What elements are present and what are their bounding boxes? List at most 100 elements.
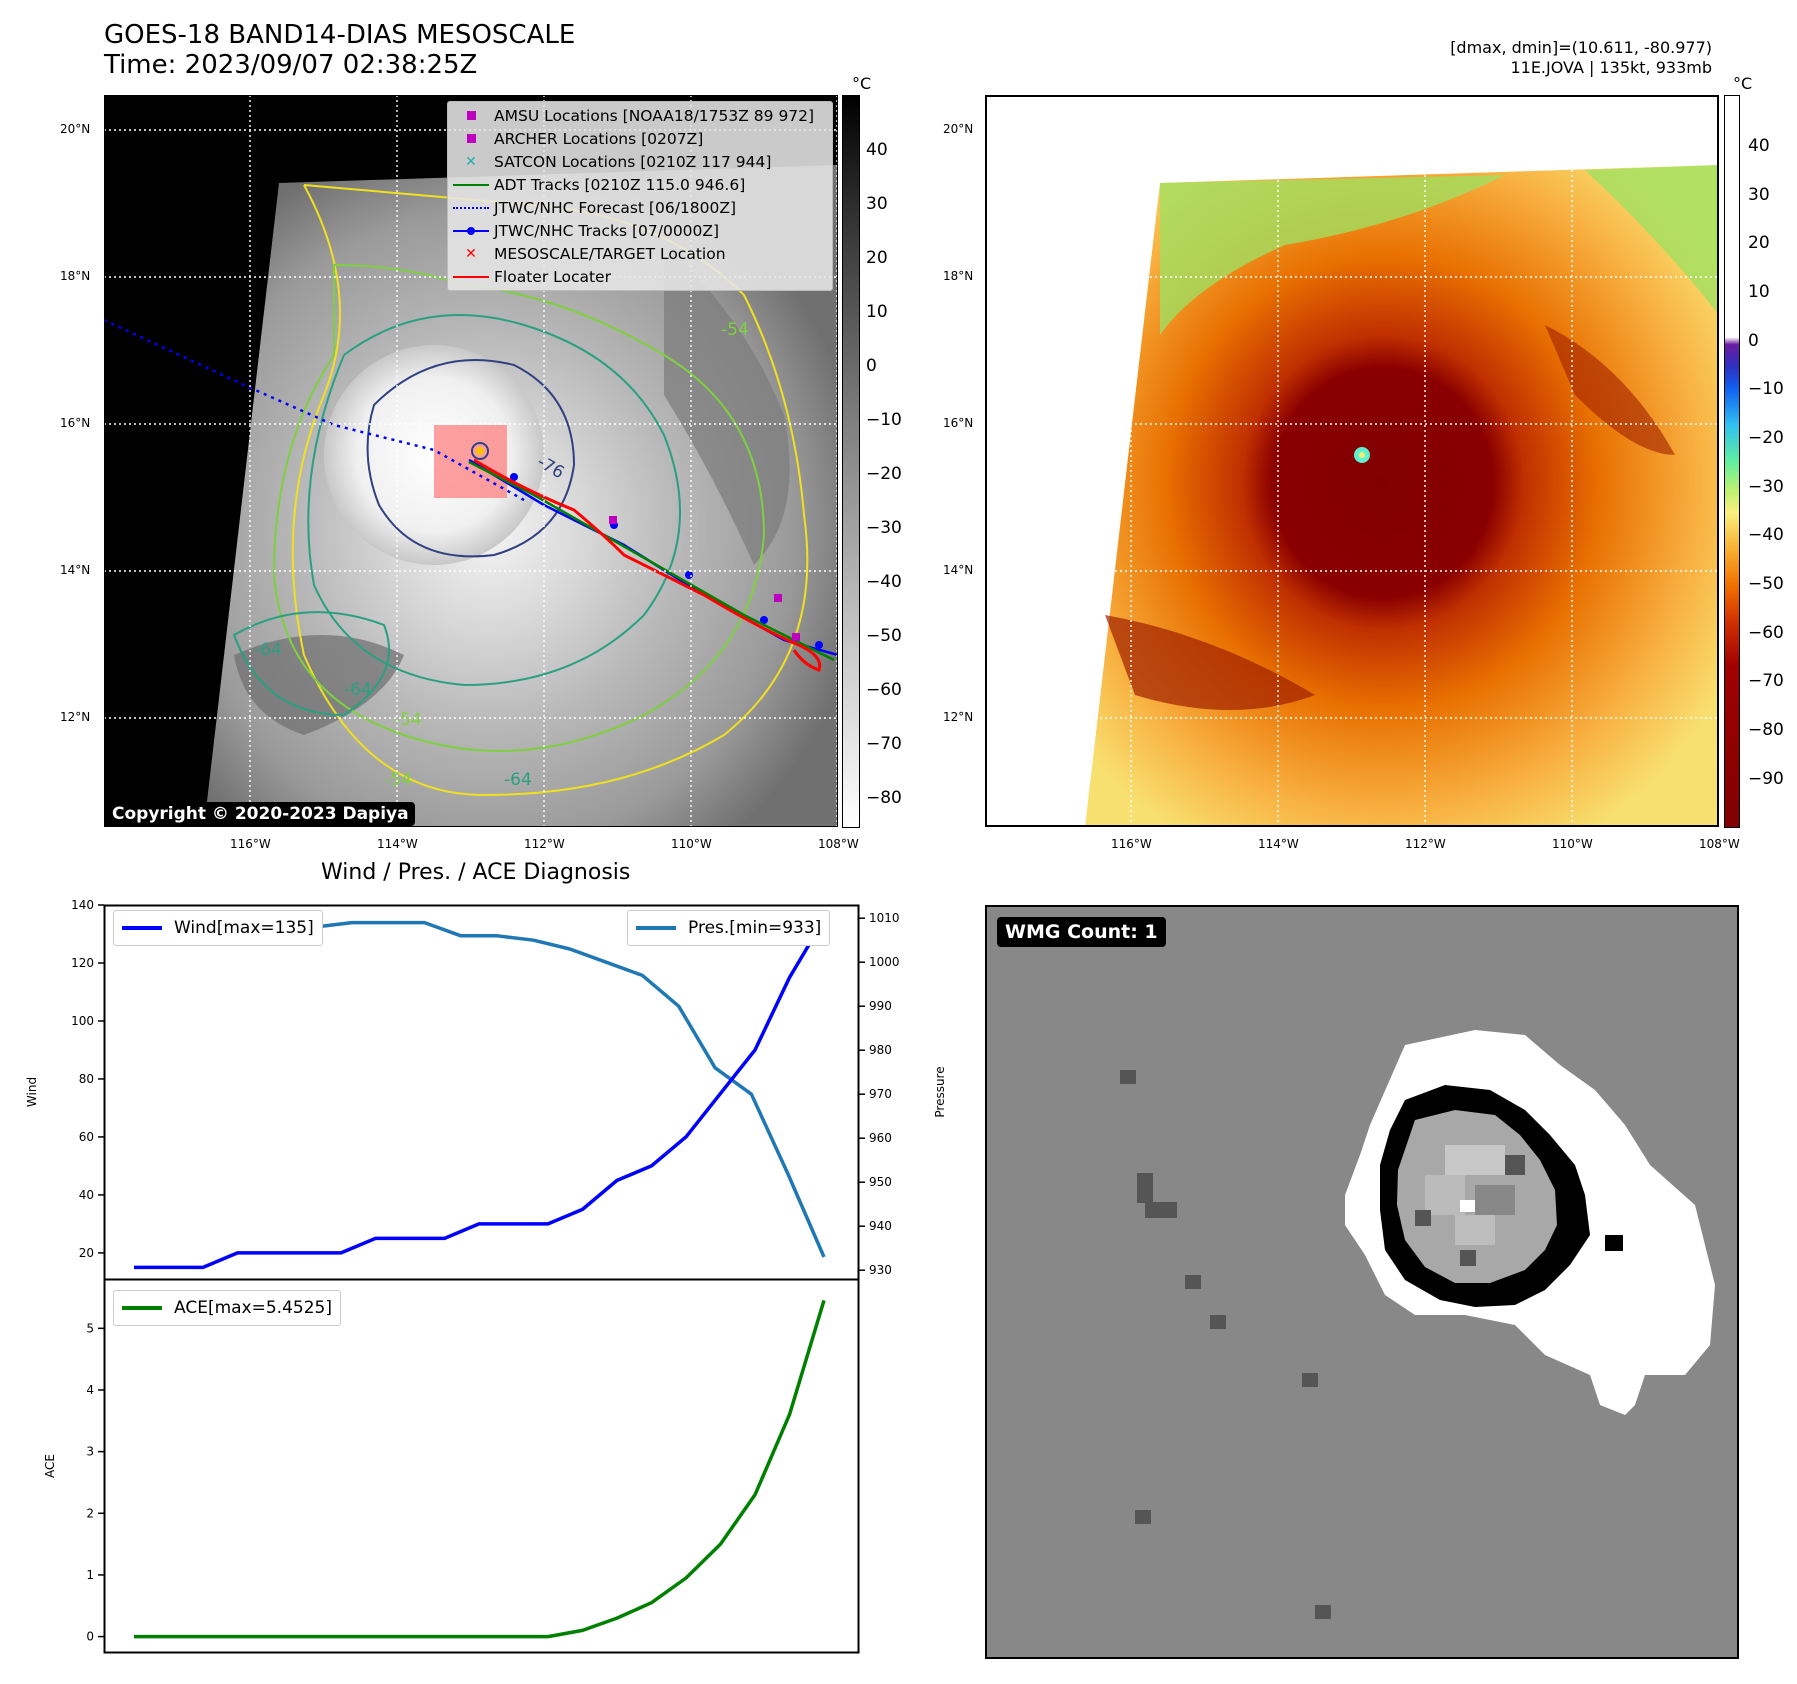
colorbar-gray <box>842 95 860 828</box>
ace-tick-label: 3 <box>86 1445 94 1459</box>
ir-map-panel: -76 -64 -64 -54 -54 -64 -54 <box>103 95 839 827</box>
pressure-tick-label: 930 <box>869 1263 892 1277</box>
cb-tick: −80 <box>866 788 902 808</box>
contour-label-54a: -54 <box>394 710 422 730</box>
legend-label: MESOSCALE/TARGET Location <box>494 244 726 263</box>
legend-label: ADT Tracks [0210Z 115.0 946.6] <box>494 175 746 194</box>
cb-tick: −30 <box>1748 477 1784 497</box>
legend-mesoscale: ✕ MESOSCALE/TARGET Location <box>448 242 832 265</box>
wind-tick-label: 120 <box>71 956 94 970</box>
contour-label-54c: -54 <box>721 320 749 340</box>
line-icon <box>122 926 162 930</box>
line-icon <box>453 183 489 186</box>
x-icon: ✕ <box>465 245 477 262</box>
pressure-legend-label: Pres.[min=933] <box>688 918 822 938</box>
wind-tick-label: 20 <box>79 1246 94 1260</box>
ace-tick-label: 2 <box>86 1506 94 1520</box>
color-map-gridlines <box>985 95 1719 827</box>
pressure-tick-label: 940 <box>869 1219 892 1233</box>
x-icon: ✕ <box>465 153 477 170</box>
cb-tick: −30 <box>866 518 902 538</box>
cb-tick: 40 <box>866 140 888 160</box>
cb-tick: 20 <box>1748 233 1770 253</box>
lat-label-16n: 16°N <box>60 416 91 430</box>
legend-label: AMSU Locations [NOAA18/1753Z 89 972] <box>494 106 815 125</box>
floater-track <box>473 458 822 672</box>
legend-floater: Floater Locater <box>448 265 832 288</box>
lon-label-110w-right: 110°W <box>1552 837 1593 851</box>
ace-series-line <box>134 1299 826 1639</box>
wind-pres-plot-area <box>103 904 860 1281</box>
lon-label-110w: 110°W <box>671 837 712 851</box>
square-icon <box>466 134 476 143</box>
pressure-tick-label: 950 <box>869 1175 892 1189</box>
wind-legend: Wind[max=135] <box>113 910 323 946</box>
cb-tick: 40 <box>1748 136 1770 156</box>
wmg-image <box>985 905 1739 1659</box>
wind-tick-label: 80 <box>79 1072 94 1086</box>
wmg-panel: WMG Count: 1 <box>985 905 1739 1659</box>
cb-tick: −40 <box>866 572 902 592</box>
cb-tick: −70 <box>1748 671 1784 691</box>
cb-tick: −60 <box>866 680 902 700</box>
wind-axis-label: Wind <box>25 1077 39 1107</box>
ace-plot-area <box>103 1278 860 1654</box>
copyright-badge: Copyright © 2020-2023 Dapiya <box>106 802 415 826</box>
adt-track <box>468 460 835 662</box>
legend-adt: ADT Tracks [0210Z 115.0 946.6] <box>448 173 832 196</box>
contour-label-64b: -64 <box>344 680 372 700</box>
jtwc-track-points <box>510 473 823 649</box>
ace-legend-label: ACE[max=5.4525] <box>174 1298 332 1318</box>
wind-tick-label: 100 <box>71 1014 94 1028</box>
lon-label-108w: 108°W <box>818 837 859 851</box>
lat-label-14n-right: 14°N <box>943 563 974 577</box>
pressure-axis-ticks: 1010 1000 990 980 970 960 950 940 930 <box>859 911 900 1277</box>
legend-forecast: JTWC/NHC Forecast [06/1800Z] <box>448 196 832 219</box>
wind-axis-ticks: 140 120 100 80 60 40 20 <box>71 898 104 1260</box>
cb-tick: 10 <box>1748 282 1770 302</box>
ace-axis-label: ACE <box>43 1454 57 1478</box>
lat-label-12n: 12°N <box>60 710 91 724</box>
lon-label-114w: 114°W <box>377 837 418 851</box>
lon-label-112w: 112°W <box>524 837 565 851</box>
cb-tick: 30 <box>1748 185 1770 205</box>
cb-tick: −90 <box>1748 769 1784 789</box>
legend-jtwc: JTWC/NHC Tracks [07/0000Z] <box>448 219 832 242</box>
ace-axis-ticks: 5 4 3 2 1 0 <box>86 1321 104 1644</box>
line-icon <box>453 275 489 278</box>
storm-label: 11E.JOVA | 135kt, 933mb <box>1510 58 1712 77</box>
figure-time: Time: 2023/09/07 02:38:25Z <box>104 50 478 80</box>
ace-tick-label: 4 <box>86 1383 94 1397</box>
cb-tick: −40 <box>1748 525 1784 545</box>
ace-tick-label: 0 <box>86 1630 94 1644</box>
cb-tick: 0 <box>866 356 877 376</box>
cb-tick: −10 <box>1748 379 1784 399</box>
contour-label-64c: -64 <box>504 770 532 790</box>
center-marker <box>471 442 489 460</box>
cb-tick: 10 <box>866 302 888 322</box>
ace-tick-label: 1 <box>86 1568 94 1582</box>
legend-archer: ARCHER Locations [0207Z] <box>448 127 832 150</box>
cb-tick: 30 <box>866 194 888 214</box>
pressure-tick-label: 1010 <box>869 911 900 925</box>
cb-tick: −80 <box>1748 720 1784 740</box>
cb-tick: −50 <box>1748 574 1784 594</box>
legend-label: JTWC/NHC Tracks [07/0000Z] <box>494 221 720 240</box>
lat-label-18n: 18°N <box>60 269 91 283</box>
map-legend: AMSU Locations [NOAA18/1753Z 89 972] ARC… <box>447 101 833 291</box>
lat-label-14n: 14°N <box>60 563 91 577</box>
colorbar-color-unit: °C <box>1733 74 1753 93</box>
ace-tick-label: 5 <box>86 1321 94 1335</box>
pressure-tick-label: 970 <box>869 1087 892 1101</box>
contour-label-64a: -64 <box>254 640 282 660</box>
ace-legend: ACE[max=5.4525] <box>113 1290 341 1326</box>
legend-amsu: AMSU Locations [NOAA18/1753Z 89 972] <box>448 104 832 127</box>
amsu-archer-markers <box>609 516 800 641</box>
cb-tick: −60 <box>1748 623 1784 643</box>
legend-label: SATCON Locations [0210Z 117 944] <box>494 152 772 171</box>
lat-label-20n-right: 20°N <box>943 122 974 136</box>
colorbar-color-ticks: 40 30 20 10 0 −10 −20 −30 −40 −50 −60 −7… <box>1748 95 1796 826</box>
legend-satcon: ✕ SATCON Locations [0210Z 117 944] <box>448 150 832 173</box>
colorbar-gray-unit: °C <box>852 74 872 93</box>
